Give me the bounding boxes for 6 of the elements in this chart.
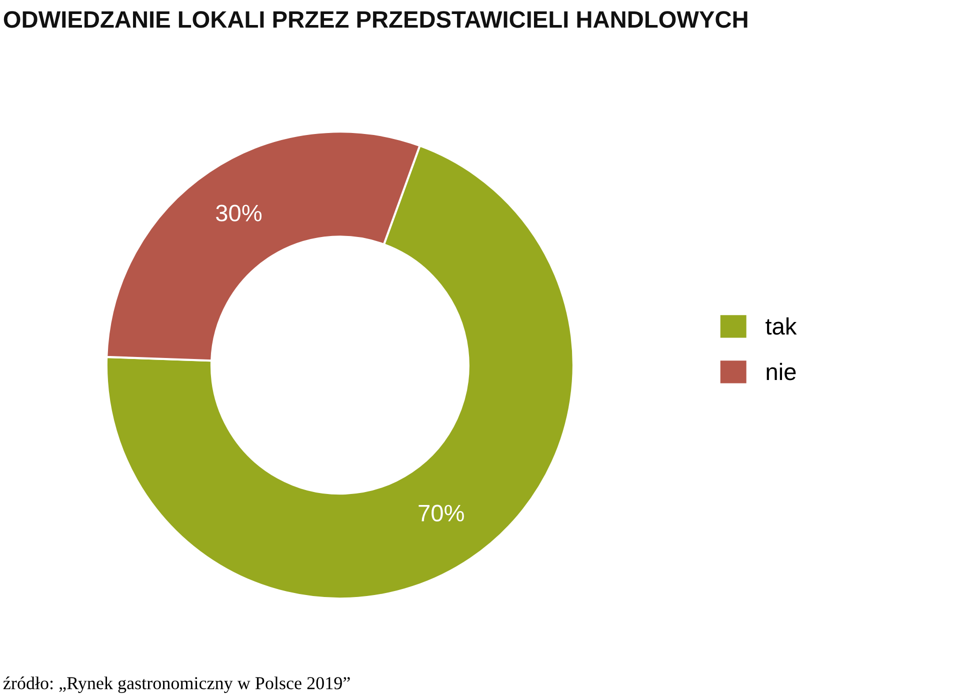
data-label: 70% <box>418 504 464 522</box>
legend-label: tak <box>766 317 797 335</box>
legend-label: nie <box>766 362 796 380</box>
data-label: 30% <box>216 204 262 222</box>
chart-title: ODWIEDZANIE LOKALI PRZEZ PRZEDSTAWICIELI HANDLOWYCH <box>4 11 748 28</box>
text: źródło: „Rynek gastronomiczny w Polsce 2019” <box>3 676 350 693</box>
